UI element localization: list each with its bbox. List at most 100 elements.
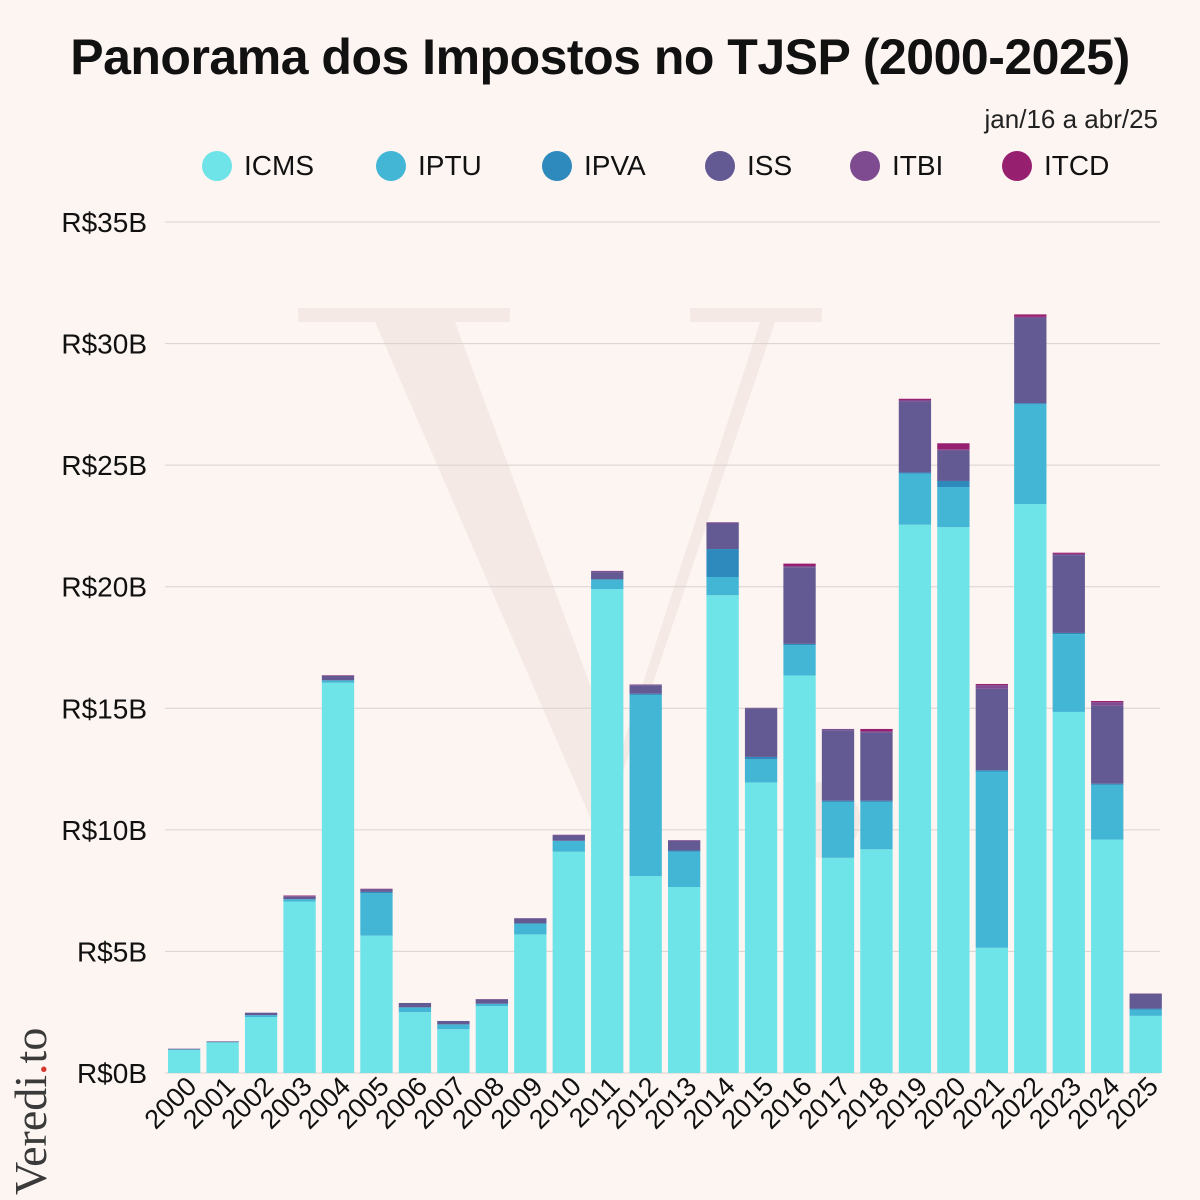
legend-swatch-ipva bbox=[542, 151, 572, 181]
bar-stack-2024 bbox=[1091, 700, 1124, 1073]
bar-iptu-2015 bbox=[744, 759, 778, 783]
bar-itbi-2022 bbox=[1014, 316, 1047, 319]
bars bbox=[168, 314, 1162, 1073]
bar-itcd-2019 bbox=[898, 398, 932, 400]
bar-icms-2025 bbox=[1129, 1015, 1162, 1073]
bar-ipva-2020 bbox=[937, 480, 970, 488]
bar-icms-2023 bbox=[1052, 711, 1085, 1073]
bar-icms-2016 bbox=[783, 675, 816, 1073]
bar-stack-2021 bbox=[975, 683, 1008, 1073]
bar-iss-2006 bbox=[398, 1002, 432, 1008]
bar-ipva-2018 bbox=[860, 800, 893, 802]
bar-stack-2002 bbox=[244, 1012, 278, 1073]
bar-icms-2006 bbox=[398, 1012, 432, 1073]
bar-iptu-2004 bbox=[321, 680, 355, 683]
bar-stack-2001 bbox=[206, 1041, 239, 1073]
bar-ipva-2013 bbox=[668, 850, 701, 852]
bar-stack-2004 bbox=[321, 675, 355, 1073]
y-tick-label: R$15B bbox=[61, 693, 147, 724]
bar-iss-2007 bbox=[437, 1020, 470, 1025]
x-axis-ticks: 2000200120022003200420052006200720082009… bbox=[139, 1071, 1164, 1135]
bar-icms-2019 bbox=[898, 524, 932, 1073]
bar-iptu-2018 bbox=[860, 801, 893, 850]
bar-stack-2022 bbox=[1014, 314, 1047, 1073]
bar-iss-2019 bbox=[898, 401, 932, 473]
bar-iss-2004 bbox=[321, 675, 355, 681]
chart-subtitle: jan/16 a abr/25 bbox=[984, 104, 1158, 134]
bar-icms-2003 bbox=[283, 901, 316, 1073]
bar-itcd-2018 bbox=[860, 728, 893, 732]
bar-iss-2001 bbox=[206, 1041, 239, 1043]
bar-iss-2017 bbox=[821, 730, 855, 801]
bar-iptu-2016 bbox=[783, 645, 816, 676]
bar-iptu-2022 bbox=[1014, 404, 1047, 505]
bar-iss-2013 bbox=[668, 840, 701, 851]
chart-title: Panorama dos Impostos no TJSP (2000-2025… bbox=[70, 29, 1130, 85]
bar-iptu-2013 bbox=[668, 851, 701, 887]
bar-iptu-2009 bbox=[514, 923, 547, 935]
bar-icms-2014 bbox=[706, 595, 739, 1073]
bar-icms-2022 bbox=[1014, 504, 1047, 1073]
bar-iss-2014 bbox=[706, 523, 739, 550]
bar-icms-2004 bbox=[321, 682, 355, 1073]
bar-stack-2014 bbox=[706, 522, 739, 1073]
bar-iss-2008 bbox=[475, 999, 508, 1004]
bar-itbi-2012 bbox=[629, 684, 662, 686]
bar-iss-2000 bbox=[168, 1048, 201, 1050]
bar-ipva-2016 bbox=[783, 643, 816, 646]
bar-iptu-2006 bbox=[398, 1007, 432, 1013]
bar-stack-2025 bbox=[1129, 993, 1162, 1073]
legend-swatch-iss bbox=[705, 151, 735, 181]
bar-itcd-2023 bbox=[1052, 552, 1085, 554]
bar-iptu-2020 bbox=[937, 487, 970, 528]
legend-swatch-itcd bbox=[1002, 151, 1032, 181]
bar-iptu-2008 bbox=[475, 1003, 508, 1007]
y-tick-label: R$25B bbox=[61, 450, 147, 481]
legend-label-iptu: IPTU bbox=[418, 150, 482, 181]
legend-item-icms: ICMS bbox=[202, 150, 314, 182]
bar-icms-2024 bbox=[1091, 839, 1124, 1073]
bar-icms-2020 bbox=[937, 527, 970, 1073]
bar-iptu-2019 bbox=[898, 473, 932, 525]
bar-itcd-2021 bbox=[975, 683, 1008, 686]
bar-itbi-2013 bbox=[668, 840, 701, 841]
legend: ICMS IPTU IPVA ISS ITBI ITCD bbox=[0, 150, 1200, 190]
bar-iss-2024 bbox=[1091, 705, 1124, 784]
bar-itbi-2003 bbox=[283, 895, 316, 897]
y-tick-label: R$10B bbox=[61, 815, 147, 846]
bar-iss-2003 bbox=[283, 896, 316, 900]
legend-item-itcd: ITCD bbox=[1002, 150, 1109, 182]
bar-icms-2007 bbox=[437, 1029, 470, 1073]
bar-itbi-2024 bbox=[1091, 702, 1124, 706]
bar-stack-2007 bbox=[437, 1020, 470, 1073]
bar-stack-2017 bbox=[821, 728, 855, 1073]
legend-label-itbi: ITBI bbox=[892, 150, 944, 181]
bar-icms-2017 bbox=[821, 857, 855, 1073]
bar-ipva-2025 bbox=[1129, 1008, 1162, 1010]
bar-iss-2012 bbox=[629, 685, 662, 694]
bar-iss-2018 bbox=[860, 732, 893, 801]
bar-itbi-2020 bbox=[937, 449, 970, 451]
bar-iss-2025 bbox=[1129, 993, 1162, 1009]
legend-label-ipva: IPVA bbox=[584, 150, 646, 181]
bar-iss-2016 bbox=[783, 567, 816, 644]
bar-ipva-2021 bbox=[975, 770, 1008, 772]
bar-ipva-2019 bbox=[898, 472, 932, 474]
bar-stack-2005 bbox=[360, 888, 393, 1073]
bar-icms-2012 bbox=[629, 876, 662, 1073]
bar-itbi-2021 bbox=[975, 685, 1008, 689]
bar-icms-2011 bbox=[591, 589, 624, 1073]
bar-itcd-2016 bbox=[783, 563, 816, 567]
legend-label-icms: ICMS bbox=[244, 150, 314, 181]
bar-ipva-2012 bbox=[629, 693, 662, 695]
bar-itbi-2019 bbox=[898, 399, 932, 402]
y-tick-label: R$0B bbox=[77, 1058, 147, 1089]
bar-iptu-2003 bbox=[283, 899, 316, 902]
bar-iptu-2021 bbox=[975, 771, 1008, 948]
bar-stack-2013 bbox=[668, 840, 701, 1073]
legend-swatch-iptu bbox=[376, 151, 406, 181]
bar-stack-2016 bbox=[783, 563, 816, 1073]
bar-stack-2009 bbox=[514, 918, 547, 1073]
y-tick-label: R$30B bbox=[61, 329, 147, 360]
bar-icms-2000 bbox=[168, 1049, 201, 1073]
